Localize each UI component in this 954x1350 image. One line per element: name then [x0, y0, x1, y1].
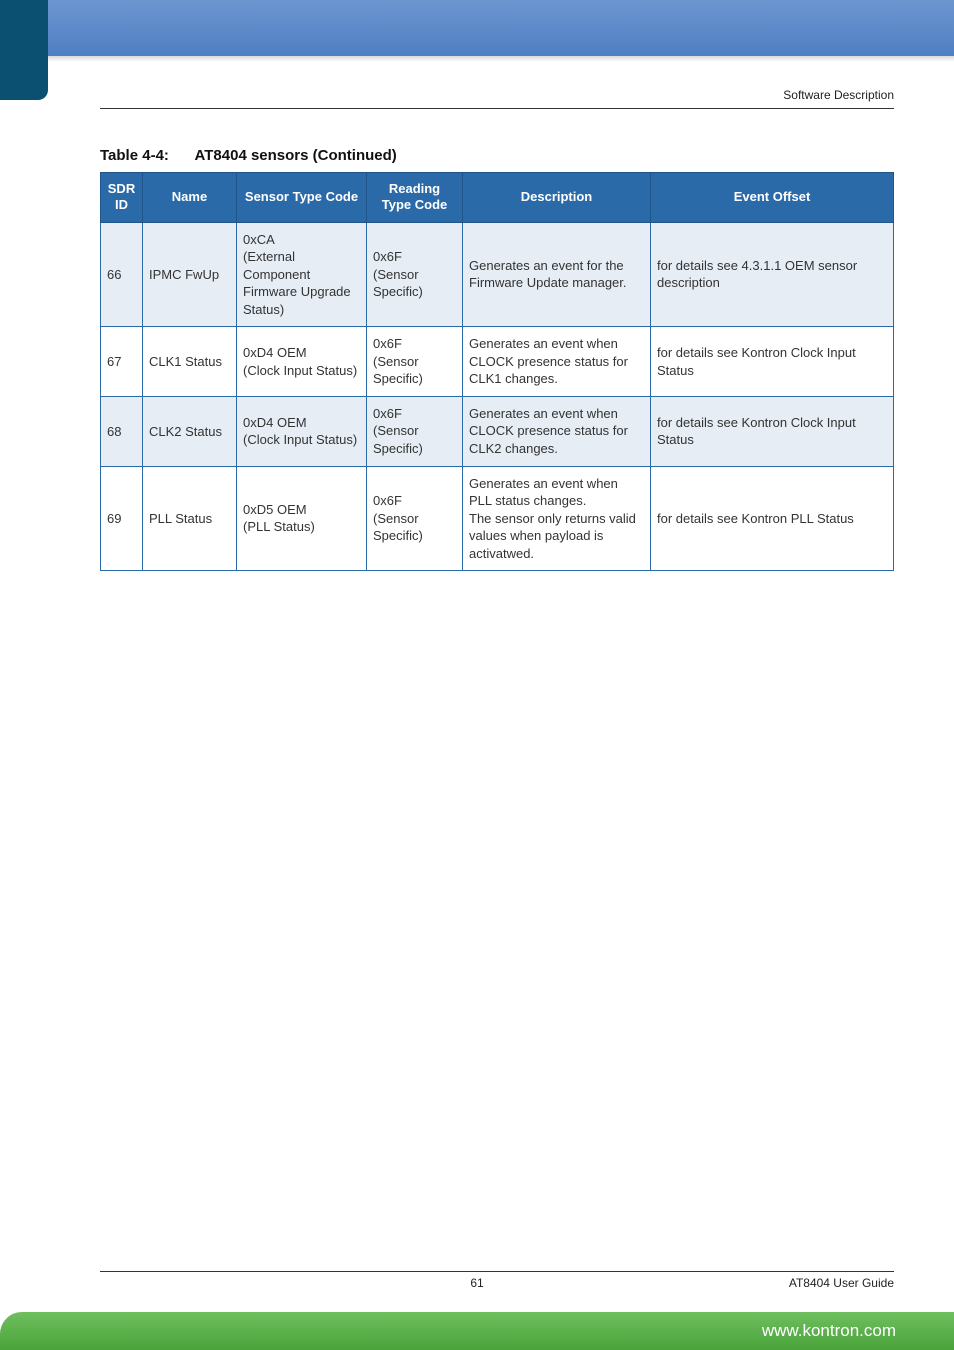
sensors-table-body: 66 IPMC FwUp 0xCA(External Component Fir…: [101, 222, 894, 571]
footer-rule: [100, 1271, 894, 1272]
table-header-row: SDR ID Name Sensor Type Code Reading Typ…: [101, 173, 894, 223]
table-row: 66 IPMC FwUp 0xCA(External Component Fir…: [101, 222, 894, 327]
col-header-description: Description: [463, 173, 651, 223]
header-banner: [0, 0, 954, 56]
cell-sdr-id: 66: [101, 222, 143, 327]
cell-event-offset: for details see Kontron PLL Status: [651, 466, 894, 571]
table-row: 67 CLK1 Status 0xD4 OEM(Clock Input Stat…: [101, 327, 894, 397]
cell-event-offset: for details see Kontron Clock Input Stat…: [651, 396, 894, 466]
col-header-sdr-id: SDR ID: [101, 173, 143, 223]
section-label: Software Description: [783, 88, 894, 102]
sensors-table: SDR ID Name Sensor Type Code Reading Typ…: [100, 172, 894, 571]
header-corner-tab: [0, 0, 48, 100]
cell-reading-type-code: 0x6F(Sensor Specific): [367, 222, 463, 327]
sensors-table-wrap: SDR ID Name Sensor Type Code Reading Typ…: [100, 172, 894, 571]
cell-event-offset: for details see 4.3.1.1 OEM sensor descr…: [651, 222, 894, 327]
cell-reading-type-code: 0x6F(Sensor Specific): [367, 396, 463, 466]
table-row: 69 PLL Status 0xD5 OEM(PLL Status) 0x6F(…: [101, 466, 894, 571]
cell-reading-type-code: 0x6F(Sensor Specific): [367, 466, 463, 571]
cell-name: PLL Status: [143, 466, 237, 571]
table-row: 68 CLK2 Status 0xD4 OEM(Clock Input Stat…: [101, 396, 894, 466]
cell-sensor-type-code: 0xD4 OEM(Clock Input Status): [237, 327, 367, 397]
cell-sensor-type-code: 0xCA(External Component Firmware Upgrade…: [237, 222, 367, 327]
doc-title: AT8404 User Guide: [789, 1276, 894, 1290]
header-banner-shadow: [48, 56, 954, 62]
col-header-event-offset: Event Offset: [651, 173, 894, 223]
table-caption: Table 4-4: AT8404 sensors (Continued): [100, 147, 397, 164]
cell-name: CLK1 Status: [143, 327, 237, 397]
cell-sensor-type-code: 0xD5 OEM(PLL Status): [237, 466, 367, 571]
col-header-reading-type-code: Reading Type Code: [367, 173, 463, 223]
cell-description: Generates an event when CLOCK presence s…: [463, 327, 651, 397]
cell-description: Generates an event for the Firmware Upda…: [463, 222, 651, 327]
col-header-sensor-type-code: Sensor Type Code: [237, 173, 367, 223]
header-rule: [100, 108, 894, 109]
footer-url: www.kontron.com: [762, 1321, 896, 1341]
cell-sensor-type-code: 0xD4 OEM(Clock Input Status): [237, 396, 367, 466]
table-caption-number: Table 4-4:: [100, 147, 169, 164]
cell-name: CLK2 Status: [143, 396, 237, 466]
cell-sdr-id: 68: [101, 396, 143, 466]
table-caption-title: AT8404 sensors (Continued): [195, 147, 397, 164]
col-header-name: Name: [143, 173, 237, 223]
cell-reading-type-code: 0x6F(Sensor Specific): [367, 327, 463, 397]
cell-sdr-id: 69: [101, 466, 143, 571]
cell-name: IPMC FwUp: [143, 222, 237, 327]
cell-description: Generates an event when PLL status chang…: [463, 466, 651, 571]
cell-description: Generates an event when CLOCK presence s…: [463, 396, 651, 466]
page: Software Description Table 4-4: AT8404 s…: [0, 0, 954, 1350]
cell-sdr-id: 67: [101, 327, 143, 397]
cell-event-offset: for details see Kontron Clock Input Stat…: [651, 327, 894, 397]
